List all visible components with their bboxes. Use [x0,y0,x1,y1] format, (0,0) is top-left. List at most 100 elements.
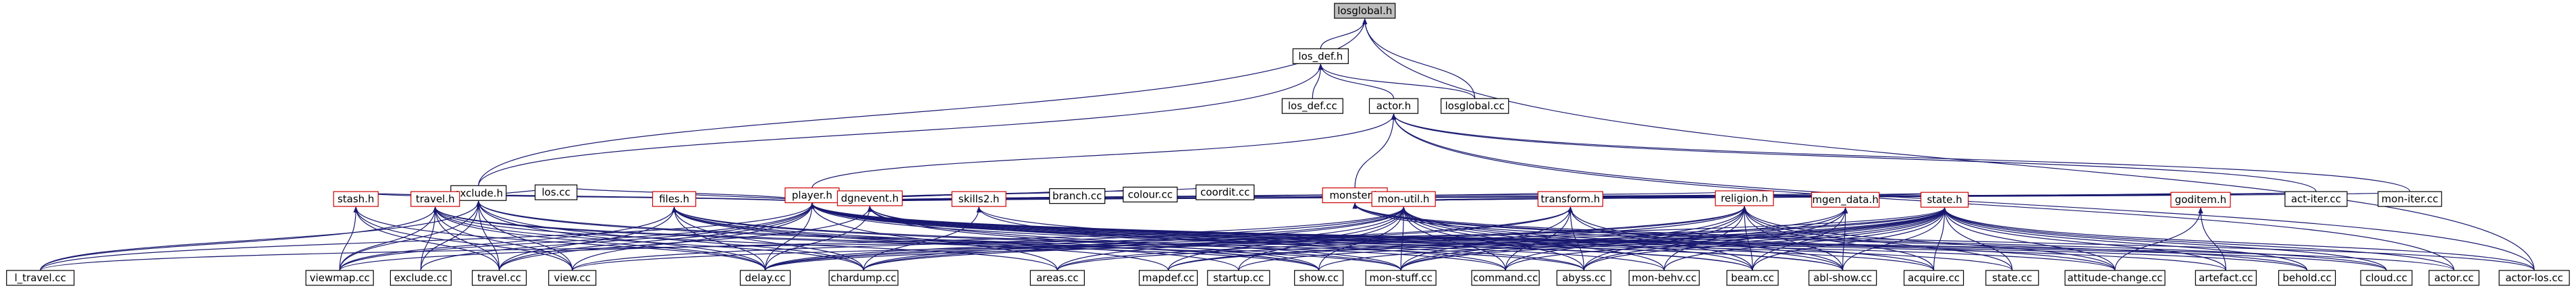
node-beam-cc[interactable]: beam.cc [1726,270,1779,286]
node-coordit-cc[interactable]: coordit.cc [1196,184,1255,200]
node-label: abl-show.cc [1813,272,1872,284]
node-travel-h[interactable]: travel.h [410,191,460,207]
node-los-def-h[interactable]: los_def.h [1292,48,1349,64]
node-acquire-cc[interactable]: acquire.cc [1903,270,1964,286]
node-attitude-change-cc[interactable]: attitude-change.cc [2064,270,2166,286]
include-edge-abl_show_cc-to-state_h [1842,207,1948,271]
node-box [1281,98,1343,114]
include-edge-travel_cc-to-dgnevent_h [498,206,873,271]
node-exclude-h[interactable]: exclude.h [450,185,507,201]
include-edge-exclude_cc-to-travel_h [420,206,438,271]
dependency-edges [40,18,2535,271]
node-goditem-h[interactable]: goditem.h [2170,192,2231,208]
node-exclude-cc[interactable]: exclude.cc [390,270,452,286]
node-actor-h[interactable]: actor.h [1368,98,1419,114]
node-branch-cc[interactable]: branch.cc [1049,188,1106,204]
include-edge-exclude_h-to-los_def_h [478,63,1323,186]
node-label: actor.cc [2434,272,2474,284]
node-mon-behv-cc[interactable]: mon-behv.cc [1628,270,1700,286]
node-transform-h[interactable]: transform.h [1537,191,1603,207]
include-edge-acquire_cc-to-religion_h [1742,206,1935,271]
node-travel-cc[interactable]: travel.cc [471,270,527,286]
include-edge-areas_cc-to-state_h [1056,207,1948,271]
include-edge-mon_behv_cc-to-state_h [1663,207,1948,271]
node-colour-cc[interactable]: colour.cc [1123,186,1178,203]
node-actor-cc[interactable]: actor.cc [2428,270,2479,286]
node-abyss-cc[interactable]: abyss.cc [1556,270,1611,286]
node-skills2-h[interactable]: skills2.h [951,191,1007,207]
node-los-cc[interactable]: los.cc [535,184,578,200]
node-box [1123,186,1178,203]
node-box [951,191,1007,207]
node-label: chardump.cc [831,272,896,284]
node-box [2064,270,2166,286]
node-abl-show-cc[interactable]: abl-show.cc [1808,270,1877,286]
node-chardump-cc[interactable]: chardump.cc [828,270,898,286]
include-edge-viewmap_cc-to-files_h [339,206,677,271]
node-mgen-data-h[interactable]: mgen_data.h [1811,192,1880,208]
node-actor-los-cc[interactable]: actor-los.cc [2498,270,2570,286]
include-edge-travel_cc-to-files_h [498,206,677,271]
node-label: state.h [1927,194,1962,206]
node-areas-cc[interactable]: areas.cc [1029,270,1085,286]
node-mon-stuff-cc[interactable]: mon-stuff.cc [1365,270,1437,286]
node-artefact-cc[interactable]: artefact.cc [2195,270,2257,286]
node-box [535,184,578,200]
node-box [828,270,898,286]
node-act-iter-cc[interactable]: act-iter.cc [2284,191,2348,207]
node-label: actor.h [1376,100,1412,112]
node-dgnevent-h[interactable]: dgnevent.h [836,190,903,206]
node-stash-h[interactable]: stash.h [333,191,379,207]
node-view-cc[interactable]: view.cc [548,270,597,286]
node-box [739,270,791,286]
node-behold-cc[interactable]: behold.cc [2278,270,2336,286]
include-edge-viewmap_cc-to-player_h [339,202,815,271]
include-edge-view_cc-to-player_h [572,202,815,271]
include-edge-acquire_cc-to-state_h [1933,207,1948,271]
include-edge-viewmap_cc-to-stash_h [339,206,358,271]
node-files-h[interactable]: files.h [652,191,697,207]
node-label: losglobal.h [1337,5,1392,17]
include-edge-abyss_cc-to-state_h [1583,207,1948,271]
include-edge-monster_h-to-actor_h [1354,113,1397,188]
include-edge-delay_cc-to-transform_h [764,206,1573,271]
node-label: travel.h [416,193,455,205]
node-label: files.h [659,193,689,205]
include-edge-l_travel_cc-to-exclude_h [40,200,481,271]
node-label: player.h [792,190,832,202]
node-box [1726,270,1779,286]
node-viewmap-cc[interactable]: viewmap.cc [305,270,374,286]
node-los-def-cc[interactable]: los_def.cc [1281,98,1343,114]
node-religion-h[interactable]: religion.h [1715,190,1774,206]
node-box [1537,191,1603,207]
node-box [1196,184,1255,200]
include-edge-artefact_cc-to-goditem_h [2198,207,2226,271]
node-monster-h[interactable]: monster.h [1322,187,1388,204]
node-show-cc[interactable]: show.cc [1294,270,1344,286]
include-edge-actor_los_cc-to-monster_h [1352,202,2535,271]
node-mon-iter-cc[interactable]: mon-iter.cc [2378,191,2442,207]
node-mon-util-h[interactable]: mon-util.h [1371,191,1436,207]
include-edge-chardump_cc-to-mon_util_h [863,206,1406,271]
node-label: mon-iter.cc [2382,193,2438,205]
include-edge-beam_cc-to-state_h [1752,207,1948,271]
node-delay-cc[interactable]: delay.cc [739,270,791,286]
node-state-cc[interactable]: state.cc [1985,270,2039,286]
node-box [1811,192,1880,208]
include-edge-delay_cc-to-religion_h [764,206,1747,271]
node-label: goditem.h [2175,194,2226,206]
node-label: mon-util.h [1378,193,1430,205]
node-cloud-cc[interactable]: cloud.cc [2360,270,2413,286]
node-losglobal-cc[interactable]: losglobal.cc [1441,98,1509,114]
node-mapdef-cc[interactable]: mapdef.cc [1139,270,1198,286]
node-player-h[interactable]: player.h [784,187,840,204]
node-command-cc[interactable]: command.cc [1471,270,1540,286]
node-label: los_def.cc [1288,100,1337,113]
node-state-h[interactable]: state.h [1921,192,1969,208]
node-losglobal-h[interactable]: losglobal.h [1334,3,1396,19]
node-label: monster.h [1329,190,1380,202]
include-edge-beam_cc-to-mgen_data_h [1752,207,1848,271]
node-l-travel-cc[interactable]: l_travel.cc [6,270,75,286]
node-label: delay.cc [745,272,786,284]
node-startup-cc[interactable]: startup.cc [1207,270,1270,286]
